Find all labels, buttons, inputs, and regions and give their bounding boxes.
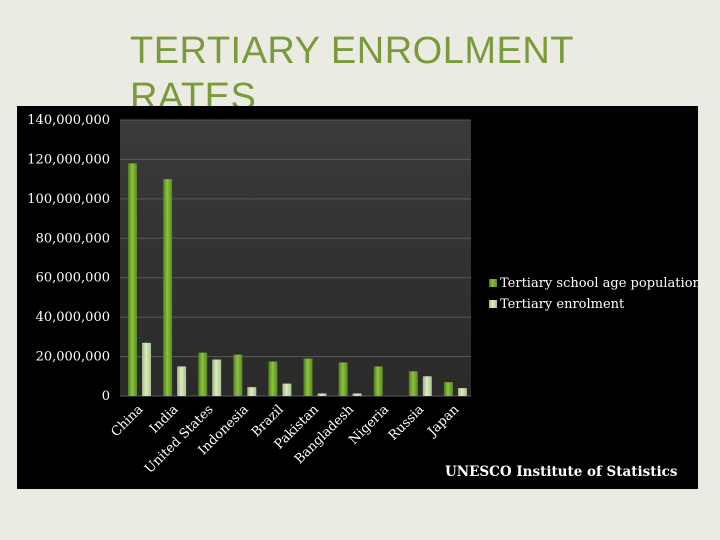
bar-enrolment bbox=[317, 393, 327, 396]
bar-population bbox=[163, 179, 173, 396]
y-tick-label: 80,000,000 bbox=[36, 231, 110, 246]
bar-population bbox=[268, 361, 278, 396]
bar-population bbox=[128, 163, 137, 396]
bar-population bbox=[338, 362, 348, 396]
y-axis-ticks: 0 20,000,000 40,000,000 60,000,000 80,000,00… bbox=[27, 113, 110, 404]
y-tick-label: 120,000,000 bbox=[27, 152, 110, 167]
bar-population bbox=[408, 371, 418, 396]
legend: Tertiary school age population Tertiary e… bbox=[489, 276, 698, 312]
gridlines bbox=[120, 119, 471, 397]
bar-enrolment bbox=[247, 387, 257, 396]
x-tick-label: Nigeria bbox=[346, 402, 392, 448]
x-tick-label: China bbox=[108, 402, 146, 440]
bar-population bbox=[373, 366, 383, 396]
bar-enrolment bbox=[457, 388, 467, 396]
bar-enrolment bbox=[177, 366, 187, 396]
x-tick-label: Japan bbox=[424, 402, 463, 441]
y-tick-label: 40,000,000 bbox=[36, 310, 110, 325]
y-tick-label: 140,000,000 bbox=[27, 113, 110, 128]
slide-title: TERTIARY ENROLMENT RATES bbox=[130, 30, 574, 118]
bar-enrolment bbox=[212, 359, 222, 396]
y-tick-label: 60,000,000 bbox=[36, 271, 110, 286]
x-tick-label: Russia bbox=[386, 402, 427, 443]
legend-label: Tertiary school age population bbox=[500, 276, 698, 291]
y-tick-label: 0 bbox=[102, 389, 110, 404]
bar-chart: 0 20,000,000 40,000,000 60,000,000 80,000,00… bbox=[27, 113, 698, 480]
y-tick-label: 20,000,000 bbox=[36, 350, 110, 365]
bar-enrolment bbox=[352, 393, 362, 396]
bar-enrolment bbox=[422, 376, 432, 396]
source-label: UNESCO Institute of Statistics bbox=[445, 464, 678, 480]
bar-population bbox=[443, 382, 453, 396]
bar-population bbox=[198, 352, 208, 396]
legend-label: Tertiary enrolment bbox=[500, 297, 625, 312]
plot-area bbox=[120, 120, 471, 396]
bars bbox=[128, 163, 467, 396]
bar-population bbox=[303, 358, 313, 396]
bar-enrolment bbox=[142, 342, 151, 396]
legend-swatch bbox=[489, 279, 497, 287]
y-tick-label: 100,000,000 bbox=[27, 192, 110, 207]
chart-panel: 0 20,000,000 40,000,000 60,000,000 80,000,00… bbox=[17, 106, 698, 489]
bar-population bbox=[233, 354, 243, 396]
legend-swatch bbox=[489, 300, 497, 308]
bar-enrolment bbox=[282, 383, 292, 396]
